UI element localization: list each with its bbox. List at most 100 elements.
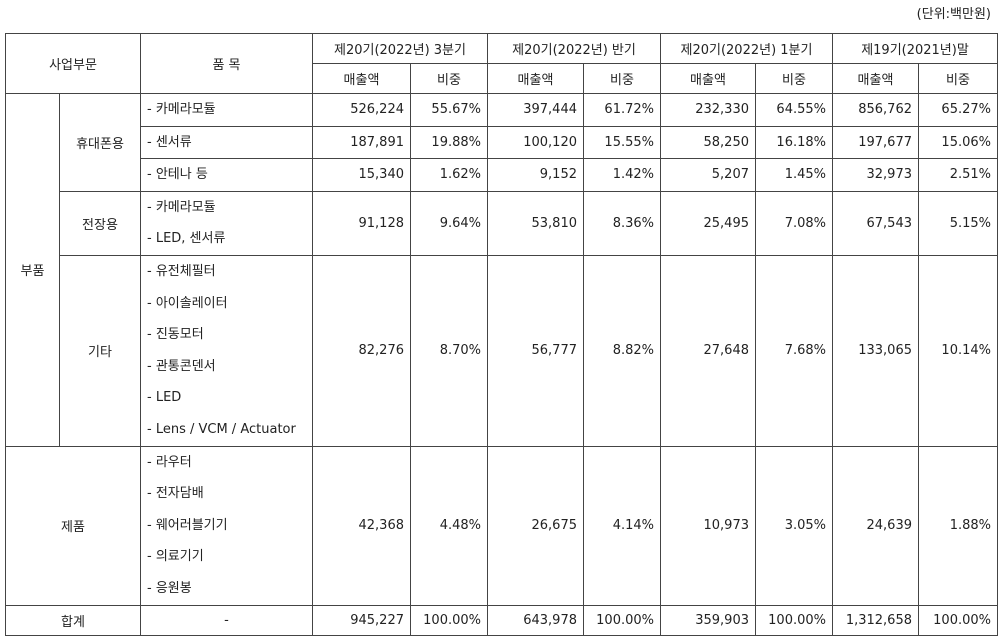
value-cell: 19.88% [410, 125, 488, 160]
body-row: 부품 휴대폰용 - 카메라모듈 526,224 55.67% 397,444 61.72% 2… [5, 93, 998, 447]
value-cell: 55.67% [410, 93, 488, 127]
value-cell: 100.00% [583, 604, 661, 636]
item: - 안테나 등 [147, 167, 208, 183]
body-row: 제품 - 라우터 - 전자담배 - 웨어러블기기 - 의료기기 - 응원봉 42,368 4.… [5, 445, 998, 606]
period-header: 제19기(2021년)말 [832, 33, 998, 64]
value-cell: 67,543 [832, 190, 919, 256]
body-row: 기타 - 유전체필터 - 아이솔레이터 - 진동모터 - 관통콘덴서 - LED - Len… [6, 254, 998, 447]
header-row: 매출액 비중 매출액 비중 매출액 비중 매출액 비중 [6, 63, 998, 94]
value-cell: 1.62% [410, 158, 488, 192]
value-cell: 4.48% [410, 445, 488, 606]
value-cell: 2.51% [918, 158, 998, 192]
item: - Lens / VCM / Actuator [147, 421, 296, 437]
value-cell: 9,152 [487, 158, 584, 192]
total-row: 합계 -945,227 100.00% 643,978 100.00% 359,903 10… [5, 604, 998, 636]
subgroup-cell: 휴대폰용 [59, 93, 141, 192]
sub-header: 비중 [410, 63, 488, 94]
item: - 웨어러블기기 [147, 517, 228, 533]
item: - 아이솔레이터 [147, 295, 228, 311]
value-cell: 3.05% [755, 445, 833, 606]
value-cell: 1.45% [755, 158, 833, 192]
value-cell: 25,495 [660, 190, 756, 256]
value-cell: 9.64% [410, 190, 488, 256]
value-cell: 65.27% [918, 93, 998, 127]
value-cell: 232,330 [660, 93, 756, 127]
value-cell: 397,444 [487, 93, 584, 127]
value-cell: 100.00% [755, 604, 833, 636]
sub-header: 비중 [918, 63, 998, 94]
value-cell: 24,639 [832, 445, 919, 606]
item-cell: - 유전체필터 - 아이솔레이터 - 진동모터 - 관통콘덴서 - LED - Lens … [140, 254, 313, 447]
segment-cell: 부품 [5, 93, 60, 447]
value-cell: 61.72% [583, 93, 661, 127]
item: - 전자담배 [147, 486, 204, 502]
value-cell: 8.82% [583, 254, 661, 447]
item: - 의료기기 [147, 549, 204, 565]
item: - LED, 센서류 [147, 231, 226, 247]
value-cell: 5.15% [918, 190, 998, 256]
sub-header: 매출액 [832, 63, 919, 94]
value-cell: 359,903 [660, 604, 756, 636]
item-cell: - 라우터 - 전자담배 - 웨어러블기기 - 의료기기 - 응원봉 [140, 445, 313, 606]
subgroup-cell: 기타 [59, 254, 141, 447]
period-header: 제20기(2022년) 1분기 [660, 33, 833, 64]
total-item: - [140, 604, 313, 636]
period-header: 제20기(2022년) 3분기 [312, 33, 488, 64]
value-cell: 945,227 [312, 604, 411, 636]
body-row: 전장용 - 카메라모듈 - LED, 센서류 91,128 9.64% 53,810 8.3… [6, 190, 998, 256]
value-cell: 1,312,658 [832, 604, 919, 636]
item-cell: - 카메라모듈 [140, 93, 313, 127]
value-cell: 7.68% [755, 254, 833, 447]
value-cell: 100.00% [410, 604, 488, 636]
value-cell: 82,276 [312, 254, 411, 447]
value-cell: 100.00% [918, 604, 998, 636]
item-cell: - 센서류 [140, 125, 313, 160]
value-cell: 58,250 [660, 125, 756, 160]
item: - 센서류 [147, 134, 192, 150]
value-cell: 32,973 [832, 158, 919, 192]
sub-header: 매출액 [660, 63, 756, 94]
total-label: 합계 [5, 604, 141, 636]
value-cell: 27,648 [660, 254, 756, 447]
value-cell: 197,677 [832, 125, 919, 160]
item: - 카메라모듈 [147, 199, 216, 215]
value-cell: 16.18% [755, 125, 833, 160]
value-cell: 1.42% [583, 158, 661, 192]
item: - 카메라모듈 [147, 102, 216, 117]
sub-header: 비중 [583, 63, 661, 94]
item: - 유전체필터 [147, 263, 216, 279]
value-cell: 10.14% [918, 254, 998, 447]
sub-header: 비중 [755, 63, 833, 94]
value-cell: 100,120 [487, 125, 584, 160]
value-cell: 4.14% [583, 445, 661, 606]
value-cell: 856,762 [832, 93, 919, 127]
value-cell: 26,675 [487, 445, 584, 606]
period-header: 제20기(2022년) 반기 [487, 33, 661, 64]
body-row: - 센서류 187,891 19.88% 100,120 15.55% 58,250 16.… [6, 125, 998, 160]
item: - LED [147, 390, 182, 406]
item: - 응원봉 [147, 580, 192, 596]
value-cell: 53,810 [487, 190, 584, 256]
value-cell: 8.70% [410, 254, 488, 447]
header-row: 사업부문 품 목 제20기(2022년) 3분기 제20기(2022년) 반기 제20기… [5, 33, 998, 94]
value-cell: 64.55% [755, 93, 833, 127]
sub-header: 매출액 [312, 63, 411, 94]
value-cell: 526,224 [312, 93, 411, 127]
value-cell: 8.36% [583, 190, 661, 256]
segment-cell: 제품 [5, 445, 141, 606]
item: - 관통콘덴서 [147, 358, 216, 374]
value-cell: 10,973 [660, 445, 756, 606]
body-row: - 안테나 등 15,340 1.62% 9,152 1.42% 5,207 1.45% 32… [6, 158, 998, 192]
value-cell: 1.88% [918, 445, 998, 606]
value-cell: 15.55% [583, 125, 661, 160]
value-cell: 91,128 [312, 190, 411, 256]
value-cell: 187,891 [312, 125, 411, 160]
item-cell: - 카메라모듈 - LED, 센서류 [140, 190, 313, 256]
value-cell: 56,777 [487, 254, 584, 447]
sub-header: 매출액 [487, 63, 584, 94]
header-cell: 품 목 [140, 33, 313, 94]
value-cell: 5,207 [660, 158, 756, 192]
item-cell: - 안테나 등 [140, 158, 313, 192]
item: - 진동모터 [147, 327, 204, 343]
